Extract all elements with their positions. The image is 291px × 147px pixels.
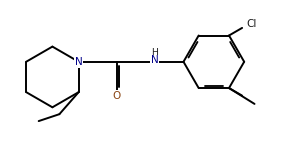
Text: N: N (75, 57, 83, 67)
Text: H: H (151, 48, 158, 57)
Text: N: N (151, 55, 158, 65)
Text: Cl: Cl (246, 19, 256, 29)
Text: O: O (113, 91, 121, 101)
